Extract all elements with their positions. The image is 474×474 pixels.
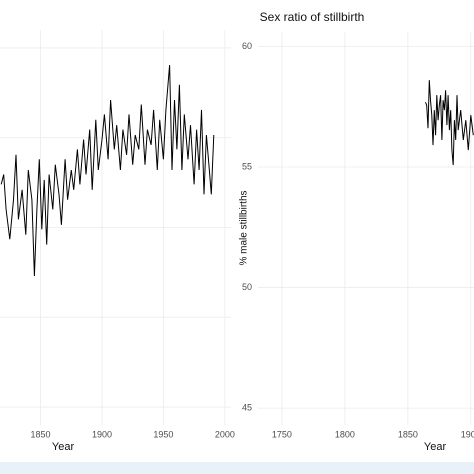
y-tick-label: 50 <box>242 282 252 292</box>
y-tick-label: 55 <box>242 161 252 171</box>
data-line <box>425 80 474 166</box>
x-tick-label: 1900 <box>92 429 112 439</box>
bottom-strip <box>0 462 474 474</box>
y-tick-label: 60 <box>242 41 252 51</box>
x-tick-label: 1800 <box>335 429 355 439</box>
x-tick-label: 1850 <box>398 429 418 439</box>
x-tick-label: 2000 <box>215 429 235 439</box>
x-axis-title: Year <box>424 441 447 453</box>
chart-title: Sex ratio of stillbirth <box>260 10 365 24</box>
y-axis-title: % male stillbirths <box>239 190 250 265</box>
x-axis-title: Year <box>52 441 75 453</box>
x-tick-label: 1750 <box>272 429 292 439</box>
data-line <box>0 64 215 277</box>
x-tick-label: 1900 <box>461 429 474 439</box>
x-tick-label: 1950 <box>153 429 173 439</box>
x-tick-label: 1850 <box>31 429 51 439</box>
y-tick-label: 45 <box>242 402 252 412</box>
